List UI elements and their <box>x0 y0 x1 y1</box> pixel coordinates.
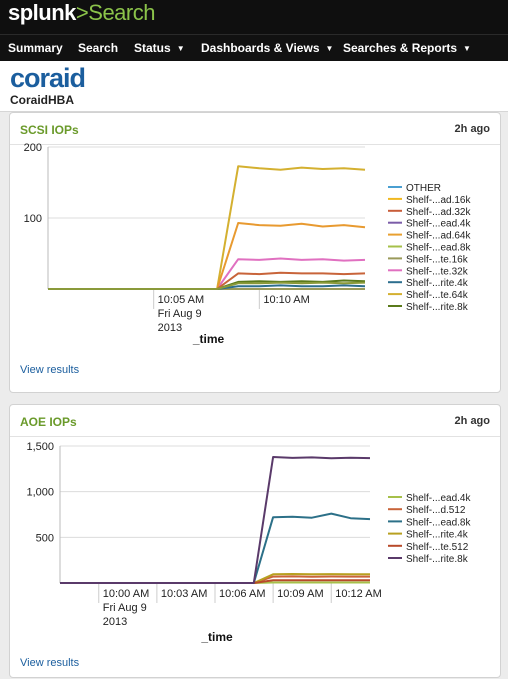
x-tick-label: 2013 <box>158 322 182 334</box>
y-tick-label: 500 <box>36 532 54 544</box>
nav-search[interactable]: Search <box>78 41 118 55</box>
nav-dashboards-label: Dashboards & Views <box>201 41 320 55</box>
x-tick-label: 10:10 AM <box>263 294 309 306</box>
legend-label: Shelf-...ad.16k <box>406 195 471 206</box>
legend-label: Shelf-...ead.4k <box>406 493 471 504</box>
nav-status[interactable]: Status ▼ <box>134 41 185 55</box>
x-tick-label: 10:12 AM <box>335 588 381 600</box>
app-name: Search <box>88 0 155 25</box>
view-results-link[interactable]: View results <box>20 657 80 669</box>
panel-title: SCSI IOPs <box>20 123 79 137</box>
series-line <box>48 165 366 290</box>
x-tick-label: Fri Aug 9 <box>103 602 147 614</box>
legend-label: Shelf-...rite.8k <box>406 554 469 565</box>
legend-label: Shelf-...te.16k <box>406 254 469 265</box>
legend-label: Shelf-...ead.8k <box>406 243 471 254</box>
logo-text: splunk <box>8 0 76 25</box>
brand-logo: coraid <box>10 63 86 93</box>
legend-label: Shelf-...te.512 <box>406 542 469 553</box>
splunk-logo[interactable]: splunk>Search <box>8 0 155 26</box>
y-tick-label: 200 <box>24 142 42 154</box>
logo-separator: > <box>75 0 89 25</box>
legend-label: Shelf-...ead.4k <box>406 219 471 230</box>
nav-summary[interactable]: Summary <box>8 41 63 55</box>
panel-divider <box>10 436 500 437</box>
top-bar: splunk>Search <box>0 0 508 34</box>
x-tick-label: 10:00 AM <box>103 588 149 600</box>
legend-label: Shelf-...rite.4k <box>406 530 469 541</box>
panel-timestamp: 2h ago <box>454 123 490 135</box>
panel-scsi-iops: SCSI IOPs 2h ago 100 200 10:05 AM Fri Aug 9… <box>9 112 501 393</box>
x-axis-title: _time <box>192 332 225 346</box>
nav-searches-label: Searches & Reports <box>343 41 458 55</box>
legend-label: OTHER <box>406 183 441 194</box>
nav-dashboards-views[interactable]: Dashboards & Views ▼ <box>201 41 333 55</box>
legend-label: Shelf-...te.32k <box>406 266 469 277</box>
main-nav: Summary Search Status ▼ Dashboards & View… <box>0 34 508 62</box>
view-results-link[interactable]: View results <box>20 364 80 376</box>
series-line <box>60 512 371 584</box>
legend-label: Shelf-...ad.64k <box>406 231 471 242</box>
x-axis-title: _time <box>200 630 233 644</box>
nav-summary-label: Summary <box>8 41 63 55</box>
x-tick-label: 10:05 AM <box>158 294 204 306</box>
y-tick-label: 100 <box>24 213 42 225</box>
app-header: coraid CoraidHBA <box>0 61 508 112</box>
dashboard-title: CoraidHBA <box>10 93 75 107</box>
legend-label: Shelf-...d.512 <box>406 505 466 516</box>
panel-divider <box>10 144 500 145</box>
x-tick-label: 10:09 AM <box>277 588 323 600</box>
scsi-iops-chart: 100 200 10:05 AM Fri Aug 9 2013 10:10 AM _time… <box>24 142 472 346</box>
series-line <box>48 281 366 290</box>
panel-aoe-iops: AOE IOPs 2h ago 500 1,000 1,500 10:00 AM Fri… <box>9 404 501 678</box>
aoe-iops-chart: 500 1,000 1,500 10:00 AM Fri Aug 9 2013 10:03 … <box>26 441 471 644</box>
series-line <box>60 456 371 584</box>
x-tick-label: 2013 <box>103 616 127 628</box>
nav-status-label: Status <box>134 41 171 55</box>
x-tick-label: 10:06 AM <box>219 588 265 600</box>
nav-search-label: Search <box>78 41 119 55</box>
chevron-down-icon: ▼ <box>463 44 471 53</box>
legend-label: Shelf-...rite.8k <box>406 302 469 313</box>
nav-searches-reports[interactable]: Searches & Reports ▼ <box>343 41 471 55</box>
legend-label: Shelf-...te.64k <box>406 290 469 301</box>
panel-title: AOE IOPs <box>20 415 77 429</box>
chevron-down-icon: ▼ <box>325 44 334 53</box>
x-tick-label: Fri Aug 9 <box>158 308 202 320</box>
series-line <box>48 222 366 290</box>
legend-label: Shelf-...ad.32k <box>406 207 471 218</box>
legend-label: Shelf-...ead.8k <box>406 517 471 528</box>
legend-label: Shelf-...rite.4k <box>406 278 469 289</box>
y-tick-label: 1,500 <box>26 441 54 453</box>
chevron-down-icon: ▼ <box>176 44 185 53</box>
x-tick-label: 10:03 AM <box>161 588 207 600</box>
panel-timestamp: 2h ago <box>454 415 490 427</box>
y-tick-label: 1,000 <box>26 487 54 499</box>
